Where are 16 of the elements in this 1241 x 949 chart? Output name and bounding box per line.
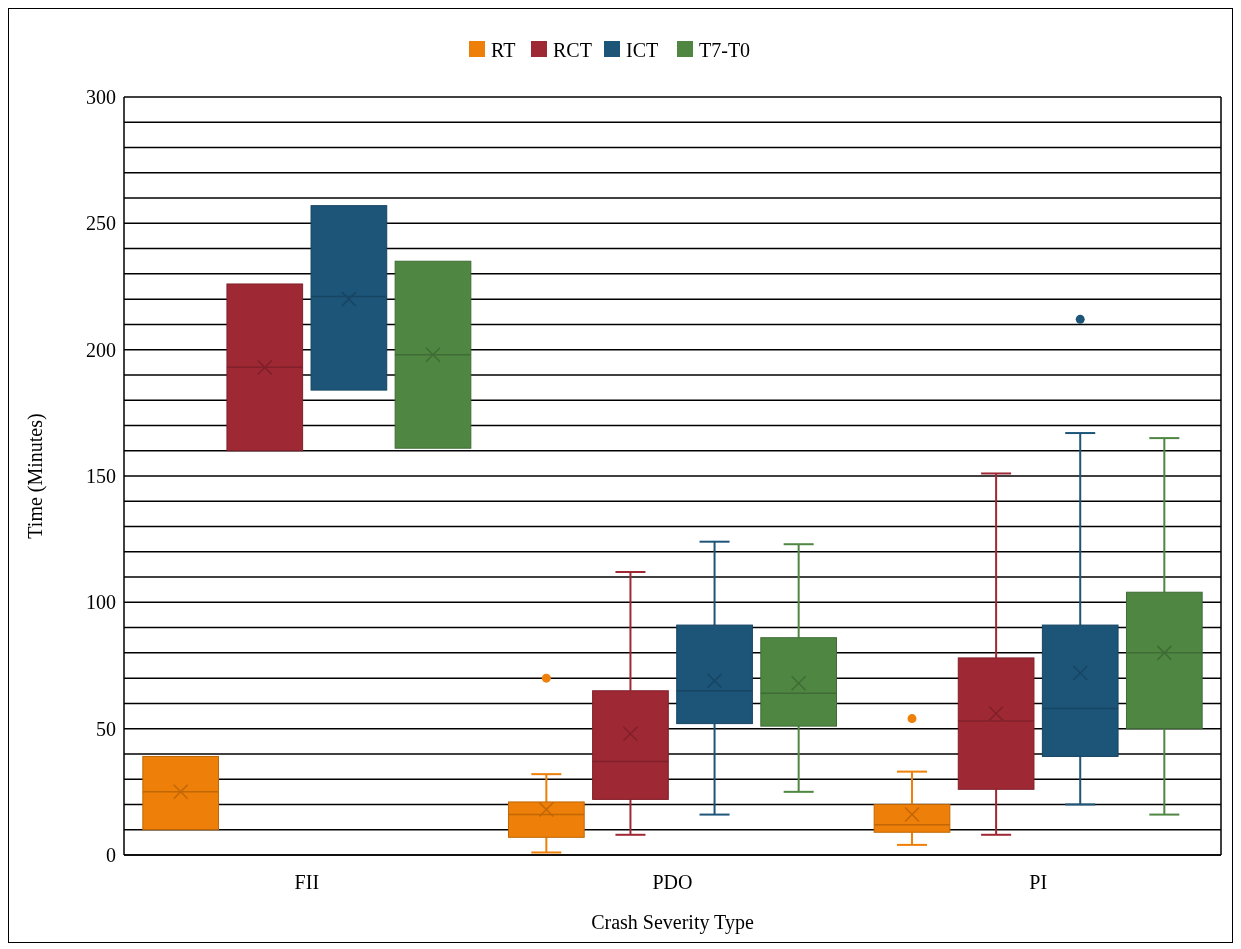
- x-tick-label: PI: [1029, 871, 1048, 893]
- legend-label: T7-T0: [699, 39, 751, 61]
- legend-label: ICT: [626, 39, 659, 61]
- y-tick-label: 300: [86, 86, 116, 108]
- y-tick-label: 200: [86, 338, 116, 361]
- y-tick-label: 100: [86, 591, 116, 614]
- y-tick-label: 150: [86, 465, 116, 487]
- x-axis-title: Crash Severity Type: [591, 911, 754, 934]
- y-tick-label: 0: [106, 844, 116, 866]
- legend-label: RCT: [553, 39, 592, 61]
- y-tick-label: 250: [86, 212, 116, 235]
- y-tick-label: 50: [96, 717, 116, 740]
- y-axis-title: Time (Minutes): [24, 413, 47, 539]
- legend-label: RT: [491, 39, 516, 61]
- x-tick-label: PDO: [652, 871, 693, 893]
- x-tick-label: FII: [294, 871, 320, 893]
